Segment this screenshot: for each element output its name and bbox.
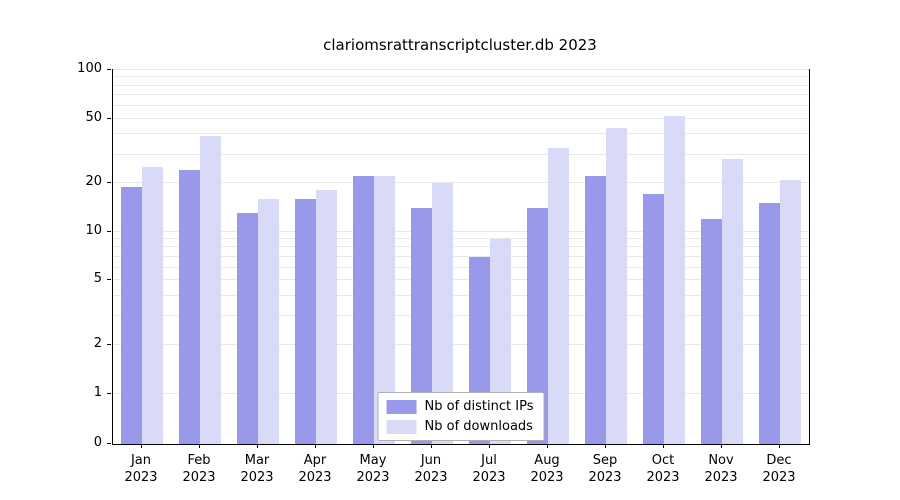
x-axis-label: Apr 2023 — [298, 453, 332, 485]
x-axis-tick — [547, 444, 548, 448]
y-axis-tick-label: 1 — [93, 384, 102, 400]
gridline — [113, 117, 809, 119]
bar-downloads — [664, 115, 685, 444]
x-axis-label: Jun 2023 — [414, 453, 448, 485]
gridline — [113, 343, 809, 345]
bar-distinct-ips — [295, 198, 316, 444]
x-axis-tick — [779, 444, 780, 448]
y-axis-tick-label: 10 — [85, 222, 102, 238]
bar-distinct-ips — [701, 218, 722, 444]
bar-distinct-ips — [585, 176, 606, 444]
x-axis-tick — [663, 444, 664, 448]
y-axis-tick — [107, 182, 111, 184]
gridline — [113, 266, 809, 268]
y-axis-tick-label: 20 — [85, 174, 102, 190]
bar-downloads — [200, 136, 221, 444]
x-axis-tick — [373, 444, 374, 448]
bar-distinct-ips — [411, 208, 432, 444]
x-axis-tick — [199, 444, 200, 448]
gridline — [113, 279, 809, 281]
gridline — [113, 133, 809, 135]
y-axis-tick-label: 50 — [85, 109, 102, 125]
legend: Nb of distinct IPs Nb of downloads — [377, 392, 545, 441]
gridline — [113, 182, 809, 184]
x-axis-tick — [141, 444, 142, 448]
plot-area: Nb of distinct IPs Nb of downloads — [112, 69, 810, 445]
gridline — [113, 84, 809, 86]
gridline — [113, 255, 809, 257]
bar-downloads — [258, 198, 279, 444]
x-axis-label: Aug 2023 — [530, 453, 564, 485]
x-axis-tick — [489, 444, 490, 448]
bar-distinct-ips — [643, 194, 664, 444]
bar-downloads — [548, 147, 569, 444]
y-axis-tick — [107, 117, 111, 119]
legend-item-distinct-ips: Nb of distinct IPs — [386, 399, 534, 414]
x-axis-label: Dec 2023 — [762, 453, 796, 485]
y-axis-tick-label: 0 — [93, 435, 102, 450]
x-axis-tick — [605, 444, 606, 448]
x-axis-label: Sep 2023 — [588, 453, 622, 485]
x-axis-tick — [721, 444, 722, 448]
y-axis-tick-label: 2 — [93, 335, 102, 351]
legend-swatch-distinct-ips — [386, 399, 417, 414]
gridline — [113, 94, 809, 96]
y-axis-tick — [107, 343, 111, 345]
x-axis-label: Jul 2023 — [472, 453, 506, 485]
x-axis-label: Oct 2023 — [646, 453, 680, 485]
bar-downloads — [780, 179, 801, 444]
bar-distinct-ips — [237, 213, 258, 444]
bar-distinct-ips — [179, 170, 200, 444]
y-axis-tick — [107, 392, 111, 394]
y-axis-tick-label: 100 — [77, 61, 102, 76]
legend-label-distinct-ips: Nb of distinct IPs — [424, 399, 534, 414]
x-axis-label: Mar 2023 — [240, 453, 274, 485]
bar-downloads — [374, 176, 395, 444]
y-axis-tick — [107, 69, 111, 70]
bar-distinct-ips — [527, 208, 548, 444]
gridline — [113, 230, 809, 232]
y-axis-tick — [107, 443, 111, 444]
gridline — [113, 76, 809, 78]
bar-downloads — [142, 167, 163, 444]
x-axis-label: Jan 2023 — [124, 453, 158, 485]
legend-item-downloads: Nb of downloads — [386, 419, 534, 434]
bar-distinct-ips — [121, 186, 142, 444]
gridline — [113, 153, 809, 155]
x-axis-tick — [257, 444, 258, 448]
gridline — [113, 315, 809, 317]
x-axis-tick — [315, 444, 316, 448]
y-axis-tick — [107, 230, 111, 232]
legend-swatch-downloads — [386, 419, 417, 434]
bar-downloads — [432, 183, 453, 444]
gridline — [113, 238, 809, 240]
x-axis-label: Nov 2023 — [704, 453, 738, 485]
bar-downloads — [316, 190, 337, 444]
bar-distinct-ips — [759, 203, 780, 444]
y-axis-tick-label: 5 — [93, 271, 102, 287]
x-axis-tick — [431, 444, 432, 448]
gridline — [113, 69, 809, 70]
bar-downloads — [722, 159, 743, 444]
bar-downloads — [606, 127, 627, 444]
y-axis-tick — [107, 279, 111, 281]
gridline — [113, 246, 809, 248]
gridline — [113, 295, 809, 297]
bar-distinct-ips — [353, 176, 374, 444]
legend-label-downloads: Nb of downloads — [424, 419, 533, 434]
x-axis-label: May 2023 — [356, 453, 390, 485]
chart-title: clariomsrattranscriptcluster.db 2023 — [323, 36, 597, 54]
x-axis-label: Feb 2023 — [182, 453, 216, 485]
gridline — [113, 104, 809, 106]
